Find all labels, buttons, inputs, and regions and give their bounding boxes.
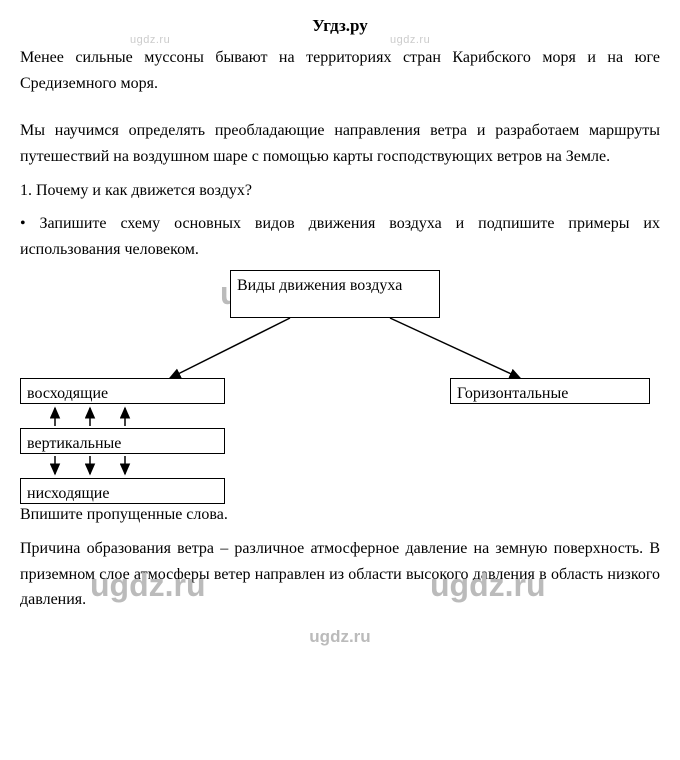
diagram-box-descending: нисходящие [20, 478, 225, 504]
page-title: Угдз.ру [20, 12, 660, 39]
paragraph-3: Впишите пропущенные слова. [20, 502, 660, 528]
watermark-footer: ugdz.ru [20, 623, 660, 650]
diagram-main-box: Виды движения воздуха [230, 270, 440, 318]
diagram-container: Виды движения воздуха восходящие вертика… [20, 270, 660, 496]
paragraph-2: Мы научимся определять преобладающие нап… [20, 118, 660, 169]
diagram-box-horizontal: Горизонтальные [450, 378, 650, 404]
paragraph-1: Менее сильные муссоны бывают на территор… [20, 45, 660, 96]
diagram-box-vertical: вертикальные [20, 428, 225, 454]
question-1-sub: • Запишите схему основных видов движения… [20, 211, 660, 262]
paragraph-4: Причина образования ветра – различное ат… [20, 536, 660, 613]
question-1: 1. Почему и как движется воздух? [20, 178, 660, 204]
diagram-box-ascending: восходящие [20, 378, 225, 404]
